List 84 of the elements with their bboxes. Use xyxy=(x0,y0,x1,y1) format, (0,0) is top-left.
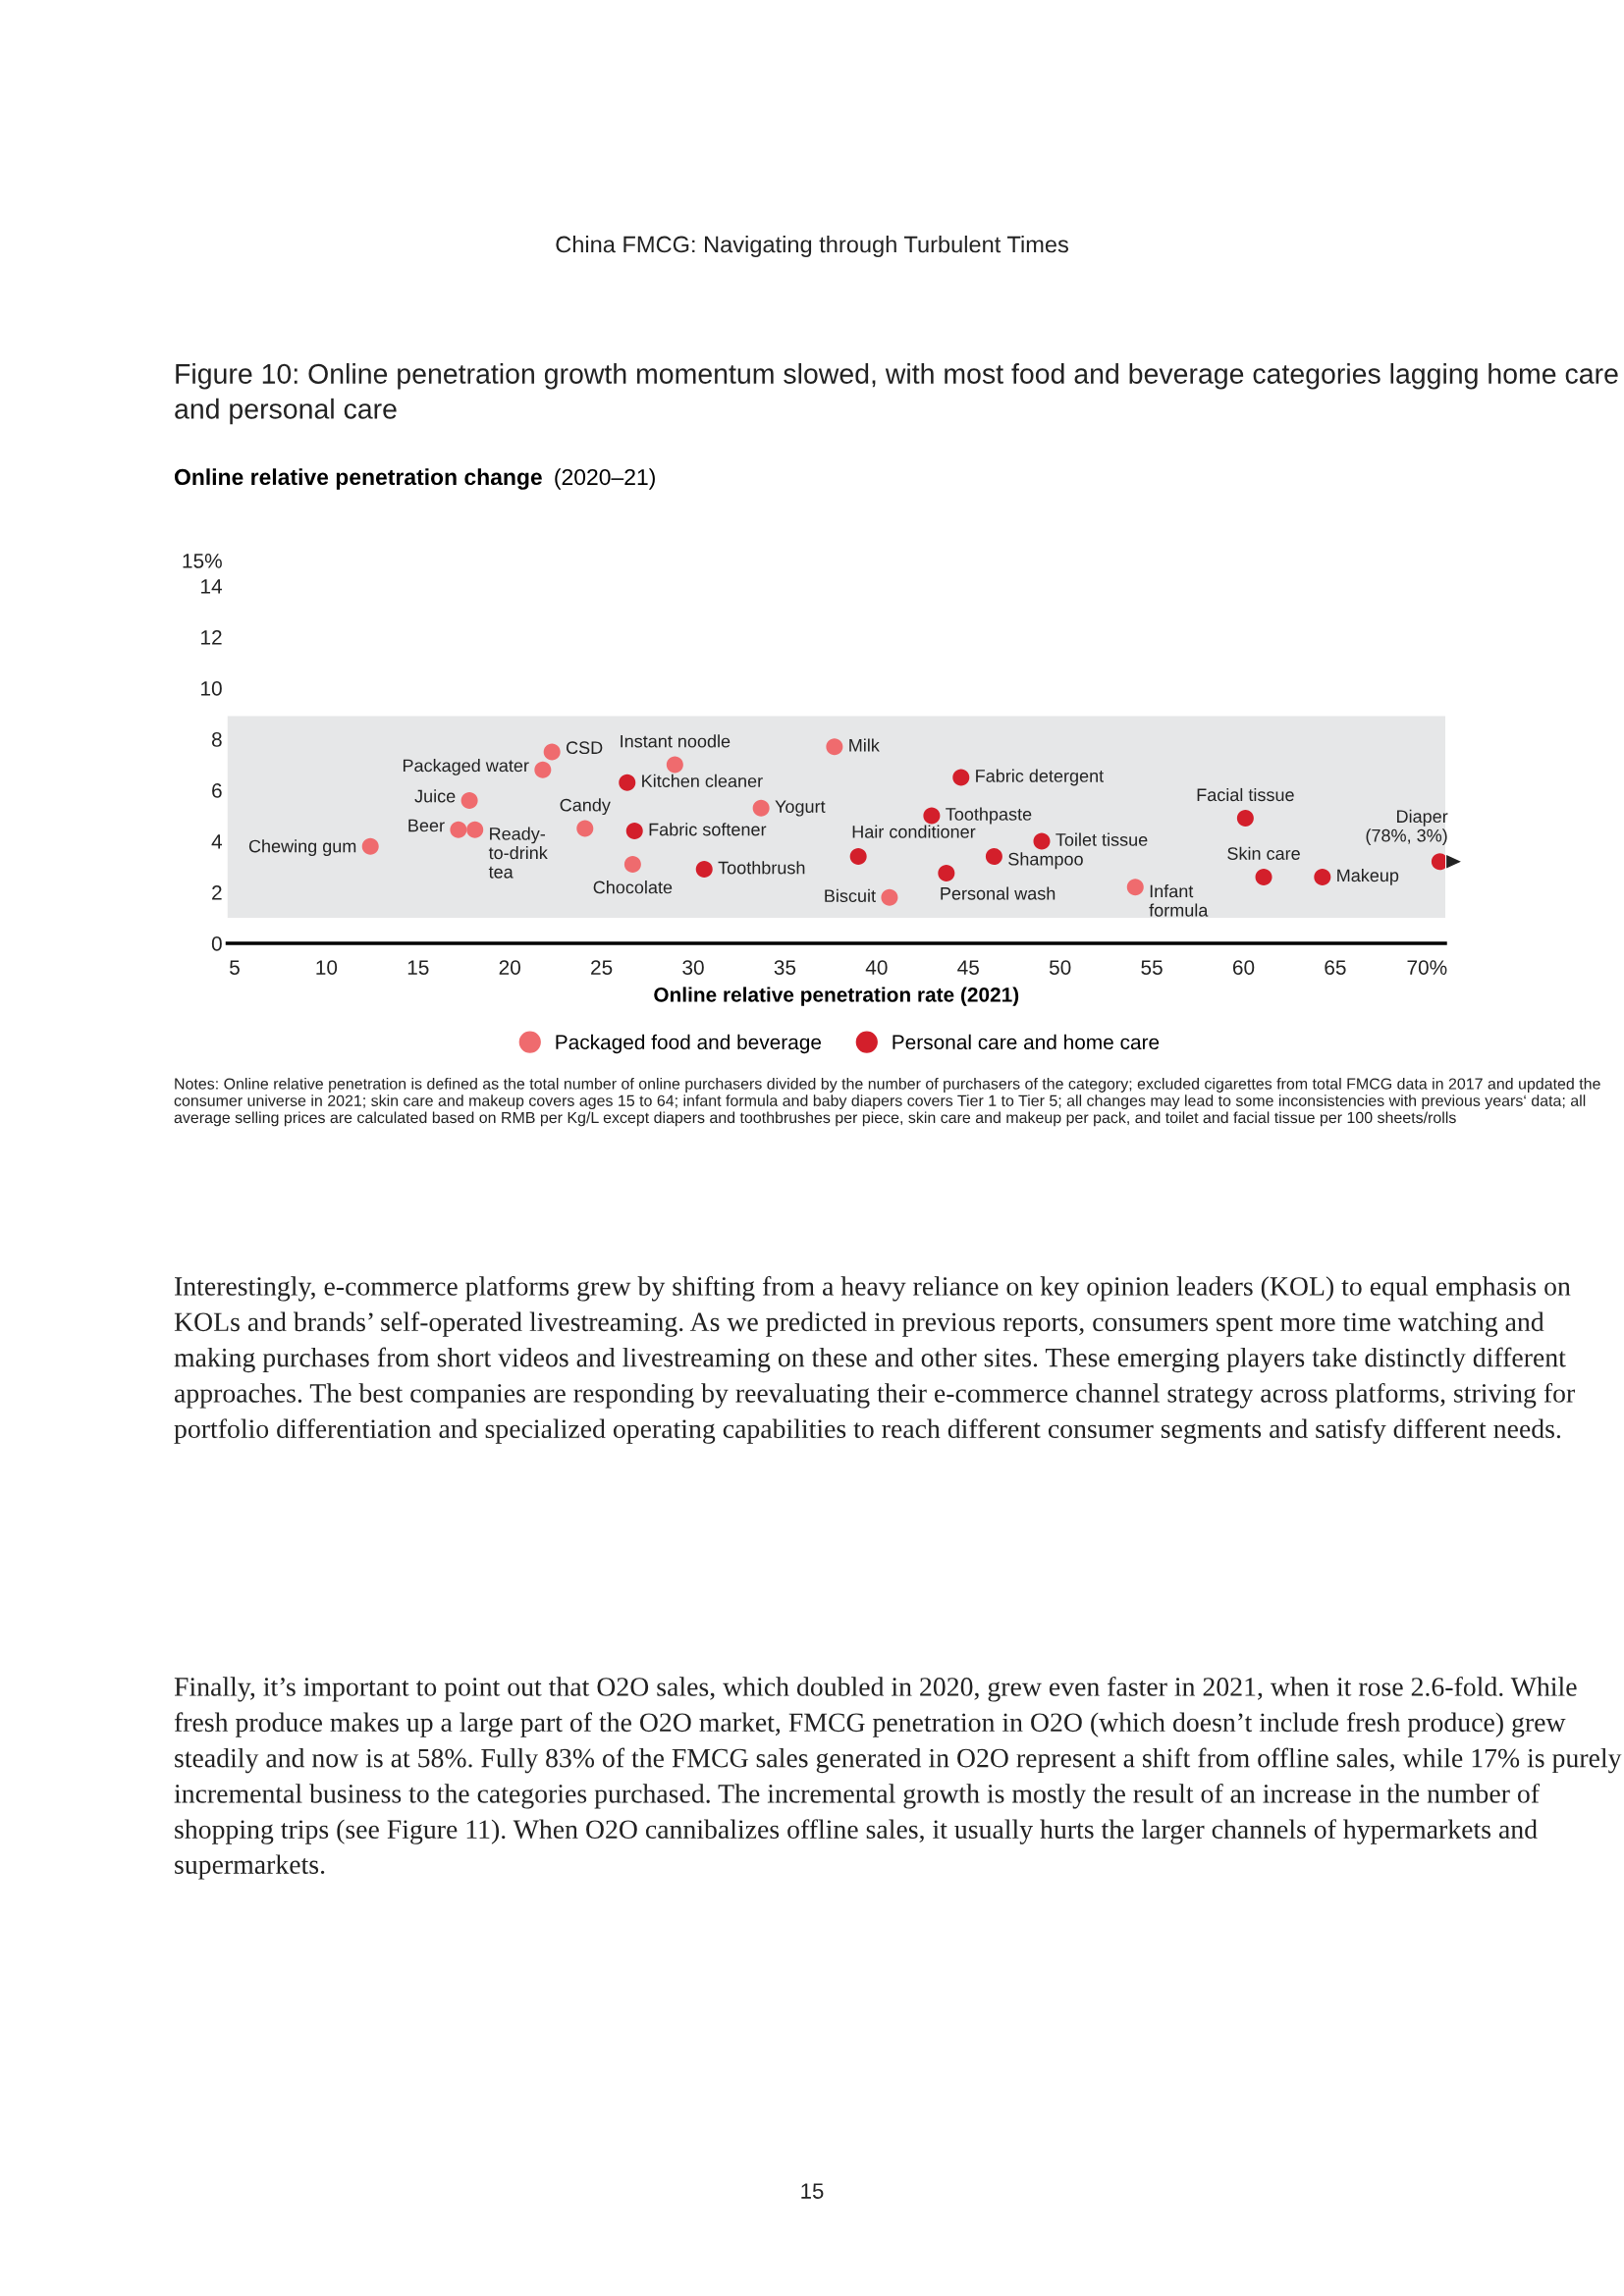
point xyxy=(1126,879,1144,896)
legend-label: Packaged food and beverage xyxy=(556,1034,822,1054)
annotation: Shampoo xyxy=(1008,852,1083,870)
annotation: CSD xyxy=(566,741,603,755)
point xyxy=(952,769,970,786)
point xyxy=(361,837,379,855)
annotation: Hair conditioner xyxy=(852,825,976,838)
annotation: Chocolate xyxy=(593,881,673,894)
annotation: Personal wash xyxy=(941,886,1056,900)
annotation: Skin care xyxy=(1227,846,1300,860)
point xyxy=(938,864,955,882)
annotation: Fabric detergent xyxy=(976,769,1105,786)
chart-subtitle: Online relative penetration change (2020–21) xyxy=(174,468,655,490)
text: Notes: Online relative penetration is defined as the total number of online purchasers divided by the number of purchasers of the category; excluded cigarettes from total FMCG data in 2017 and updated the consumer universe in 2021; skin care and makeup covers ages 15 to 64; infant formula and baby diapers covers Tier 1 to Tier 5; all changes may lead to some inconsistencies with previous years‘ data; all average selling prices are calculated based on RMB per Kg/L except diapers and toothbrushes per piece, skin care and makeup per pack, and toilet and facial tissue per 100 sheets/rolls xyxy=(174,1078,1600,1127)
annotation: Biscuit xyxy=(825,888,876,903)
x-tick-label: 50 xyxy=(1049,960,1071,975)
x-tick-label: 25 xyxy=(591,960,613,975)
point xyxy=(460,791,478,809)
point xyxy=(1255,868,1272,885)
point xyxy=(543,743,561,761)
x-tick-label: 20 xyxy=(499,960,520,975)
y-tick-label: 14 xyxy=(201,579,223,594)
y-tick-label: 6 xyxy=(212,783,222,798)
text: Finally, it’s important to point out that O2O sales, which doubled in 2020, grew even faster in 2021, when it rose 2.6-fold. While fresh produce makes up a large part of the O2O market, FMCG penetration in O2O (which doesn’t include fresh produce) grew steadily and now is at 58%. Fully 83% of the FMCG sales generated in O2O represent a shift from offline sales, while 17% is purely incremental business to the categories purchased. The incremental growth is mostly the result of an increase in the number of shopping trips (see Figure 11). When O2O cannibalizes offline sales, it usually hurts the larger channels of hypermarkets and supermarkets. xyxy=(174,1677,1622,1880)
annotation: Beer xyxy=(408,819,445,832)
x-tick-label: 30 xyxy=(682,960,704,975)
chart-title: Figure 10: Online penetration growth momentum slowed, with most food and beverage categories lagging home care and personal care xyxy=(175,363,1618,425)
annotation: Diaper (78%, 3%) xyxy=(1366,809,1448,846)
point xyxy=(849,848,867,866)
annotation: Instant noodle xyxy=(621,734,731,748)
x-tick-label: 10 xyxy=(316,960,338,975)
y-tick-label: 0 xyxy=(211,936,222,951)
point xyxy=(826,738,843,756)
annotation: Candy xyxy=(560,798,611,816)
annotation: Juice xyxy=(414,789,456,803)
point xyxy=(923,807,941,825)
x-tick-label: 55 xyxy=(1141,960,1163,975)
point xyxy=(466,821,484,838)
point xyxy=(752,799,770,817)
annotation: Toothbrush xyxy=(718,861,805,875)
y-tick-label: 8 xyxy=(211,732,222,747)
annotation: Facial tissue xyxy=(1197,787,1294,802)
annotation: Packaged water xyxy=(403,759,529,775)
y-tick-label: 10 xyxy=(201,681,222,696)
annotation: Chewing gum xyxy=(248,839,356,856)
annotation: Fabric softener xyxy=(649,823,767,836)
y-tick-label: 15% xyxy=(183,554,222,568)
annotation: Milk xyxy=(849,738,880,752)
x-tick-label: 45 xyxy=(957,960,979,975)
x-tick-label: 15 xyxy=(407,960,429,975)
point xyxy=(623,855,641,873)
x-tick-label: 5 xyxy=(230,960,240,975)
point xyxy=(576,820,594,837)
point xyxy=(450,821,467,838)
x-axis-title: Online relative penetration rate (2021) xyxy=(654,987,1019,1006)
point xyxy=(625,823,643,840)
x-tick-label: 65 xyxy=(1325,960,1346,975)
point xyxy=(619,774,636,791)
point xyxy=(666,756,683,774)
point xyxy=(1033,832,1051,850)
point xyxy=(534,761,552,778)
y-tick-label: 12 xyxy=(201,630,222,645)
text: 15 xyxy=(801,2183,824,2199)
point xyxy=(695,861,713,879)
x-tick-label: 70% xyxy=(1407,960,1447,975)
annotation: Kitchen cleaner xyxy=(642,774,763,788)
y-tick-label: 4 xyxy=(211,834,223,849)
x-tick-label: 60 xyxy=(1232,960,1255,975)
text: Interestingly, e-commerce platforms grew by shifting from a heavy reliance on key opinion leaders (KOL) to equal emphasis on KOLs and brands’ self-operated livestreaming. As we predicted in previous reports, consumers spent more time watching and making purchases from short videos and livestreaming on these and other sites. These emerging players take distinctly different approaches. The best companies are responding by reevaluating their e-commerce channel strategy across platforms, striving for portfolio differentiation and specialized operating capabilities to reach different consumer segments and satisfy different needs. xyxy=(174,1276,1575,1444)
annotation: Makeup xyxy=(1337,868,1399,885)
point xyxy=(1236,810,1254,828)
point xyxy=(1314,868,1331,885)
y-tick-label: 2 xyxy=(212,885,222,900)
point xyxy=(985,848,1002,866)
point xyxy=(881,888,898,906)
annotation: Toothpaste xyxy=(946,807,1032,825)
annotation: Infant formula xyxy=(1149,884,1209,917)
x-tick-label: 35 xyxy=(774,960,796,975)
legend-label: Personal care and home care xyxy=(893,1034,1160,1050)
annotation: Yogurt xyxy=(775,800,826,817)
x-tick-label: 40 xyxy=(865,960,888,975)
annotation: Toilet tissue xyxy=(1056,832,1148,846)
annotation: Ready- to-drink tea xyxy=(488,827,548,879)
text: China FMCG: Navigating through Turbulent Times xyxy=(556,236,1068,258)
